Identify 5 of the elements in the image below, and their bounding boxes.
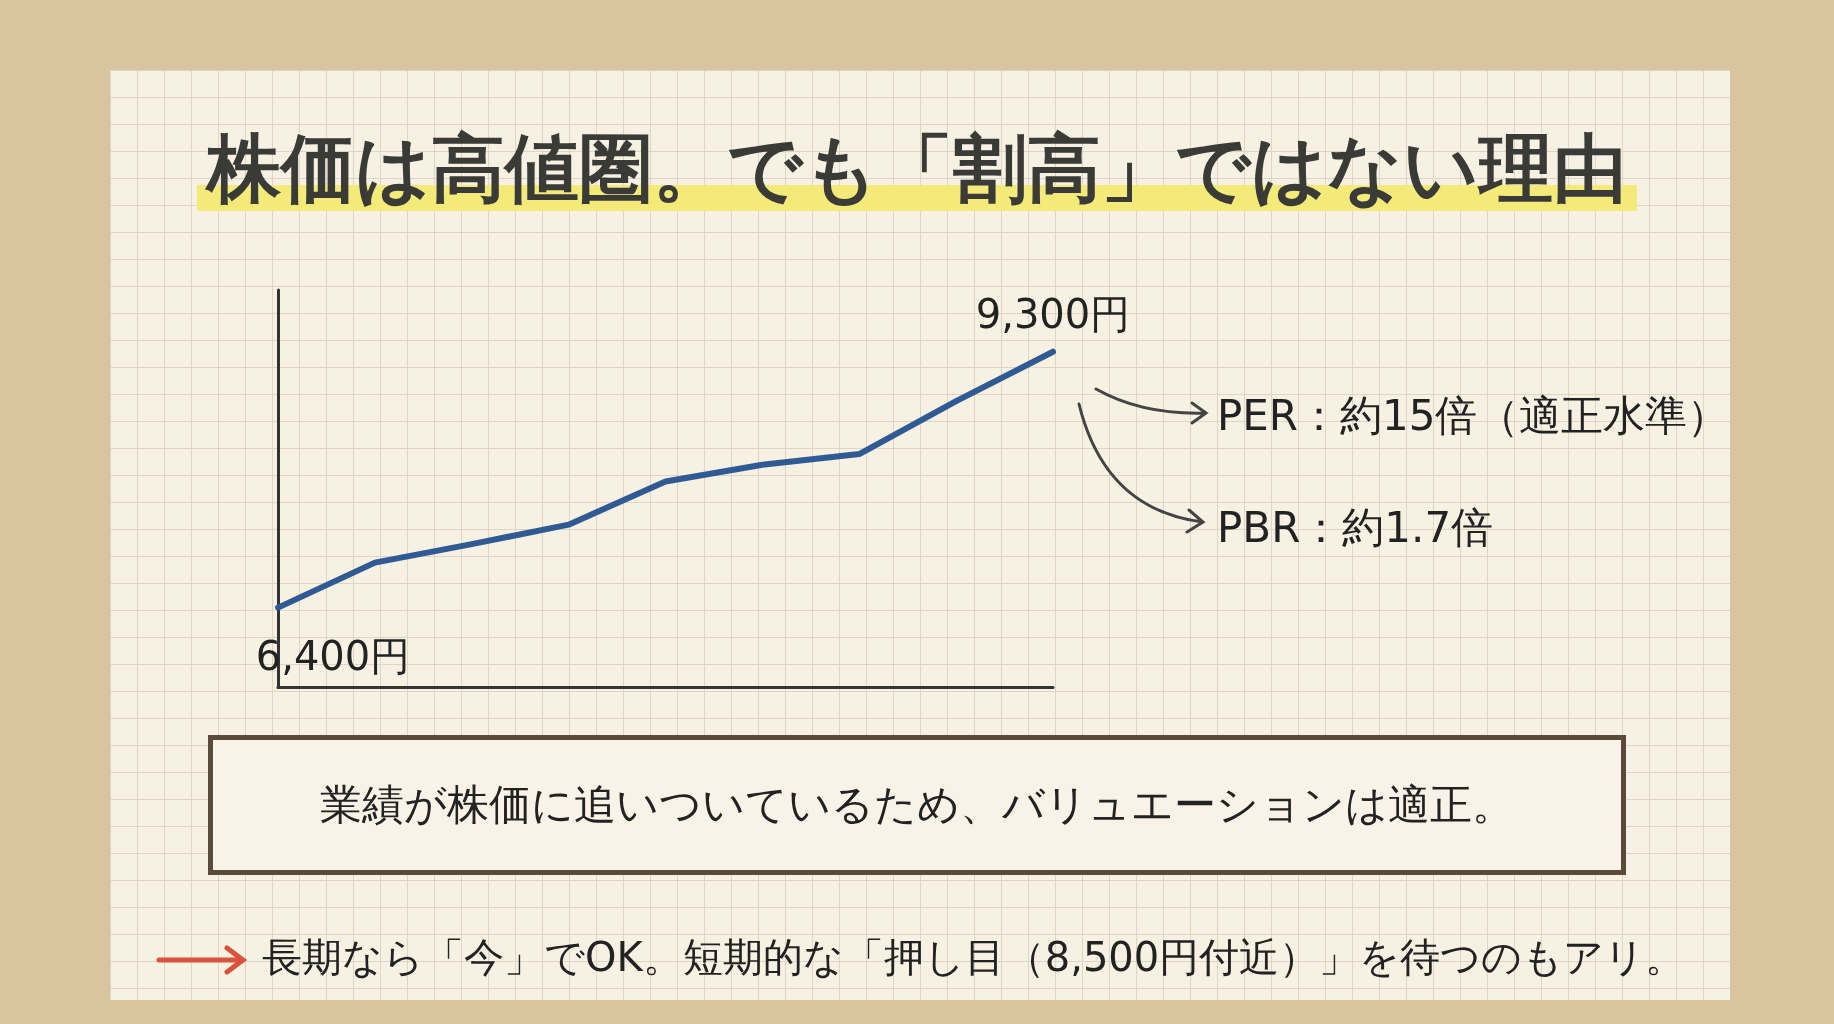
text: 長期なら「今」でOK。短期的な「押し目（8,500円付近）」を待つのもアリ。 [262,933,1686,982]
text: PER：約15倍（適正水準） [1217,390,1730,442]
text: PBR：約1.7倍 [1217,502,1494,554]
data-label: 9,300円 [975,290,1131,337]
text: 業績が株価に追いついているため、バリュエーションは適正。 [320,779,1514,831]
